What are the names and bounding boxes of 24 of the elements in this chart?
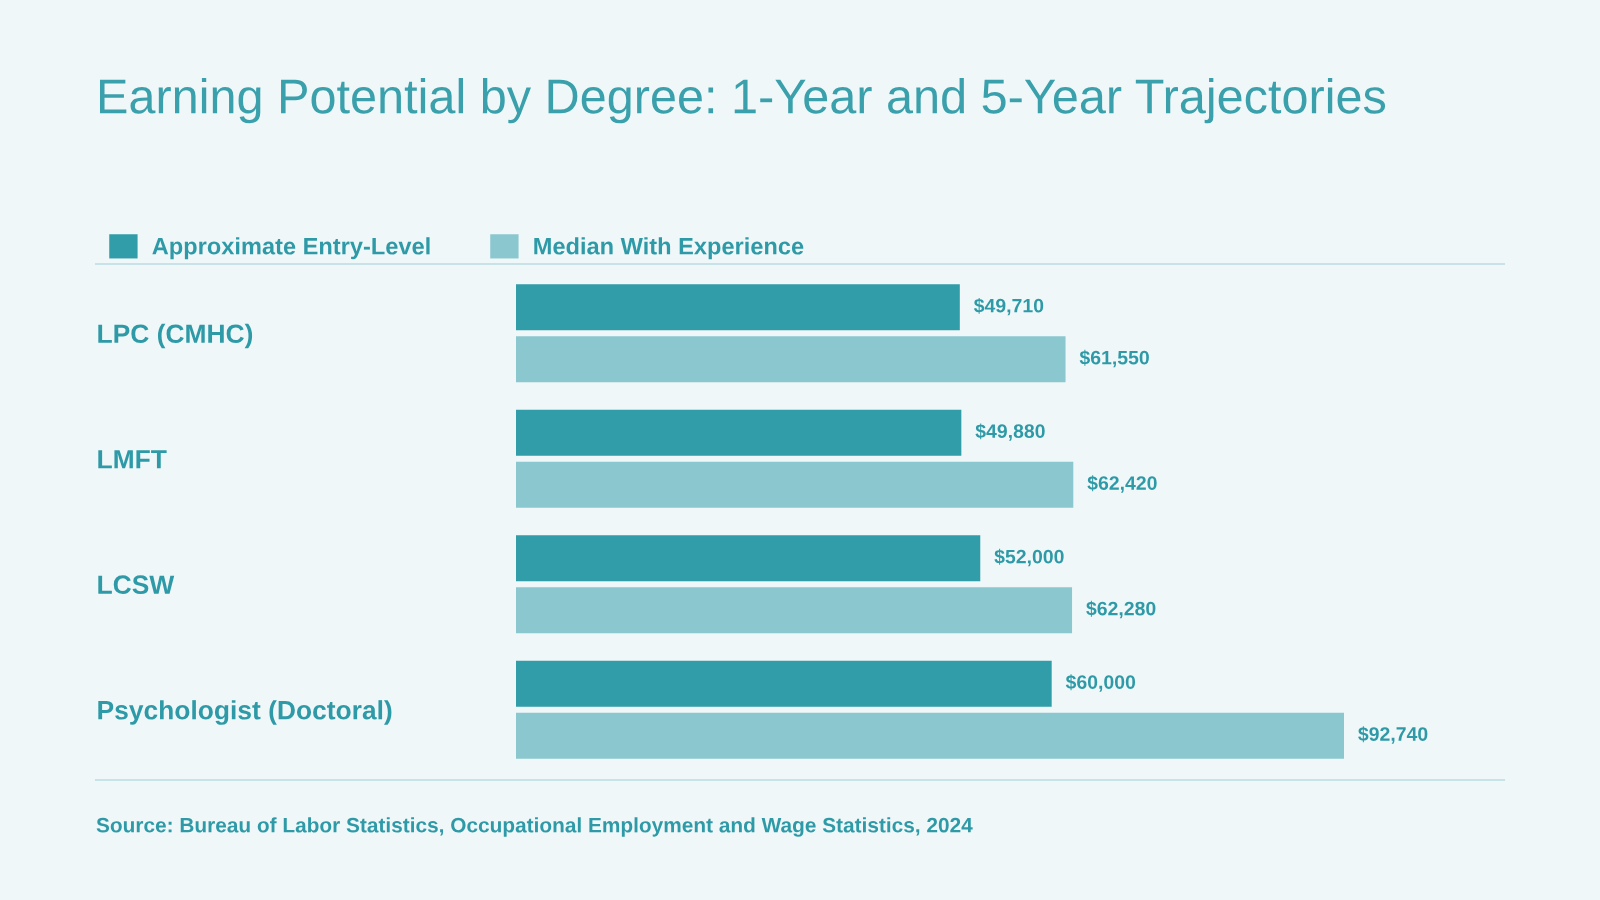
source-note: Source: Bureau of Labor Statistics, Occupational Employment and Wage Statistics, 2024 [96, 817, 973, 837]
bar [516, 712, 1344, 759]
bar [516, 535, 981, 582]
bar [516, 336, 1066, 383]
bar [516, 660, 1052, 707]
y-tick-label: LCSW [98, 575, 175, 595]
legend-label: Median With Experience [534, 237, 804, 260]
data-label: $61,550 [1079, 349, 1149, 368]
bar [516, 461, 1074, 508]
chart-title: Earning Potential by Degree: 1-Year and 5-Year Trajectories [99, 78, 1386, 124]
bar [516, 409, 962, 456]
data-label: $49,880 [975, 423, 1045, 441]
data-label: $92,740 [1358, 726, 1428, 744]
y-tick-label: Psychologist (Doctoral) [98, 700, 392, 725]
data-label: $62,280 [1086, 600, 1156, 619]
bar [516, 284, 960, 331]
y-tick-label: LPC (CMHC) [98, 323, 253, 349]
data-label: $62,420 [1087, 475, 1157, 493]
y-tick-label: LMFT [98, 450, 167, 469]
data-label: $52,000 [994, 548, 1064, 567]
data-label: $60,000 [1065, 674, 1136, 692]
legend-label: Approximate Entry-Level [152, 237, 430, 260]
bar [516, 587, 1073, 634]
data-label: $49,710 [973, 297, 1044, 316]
